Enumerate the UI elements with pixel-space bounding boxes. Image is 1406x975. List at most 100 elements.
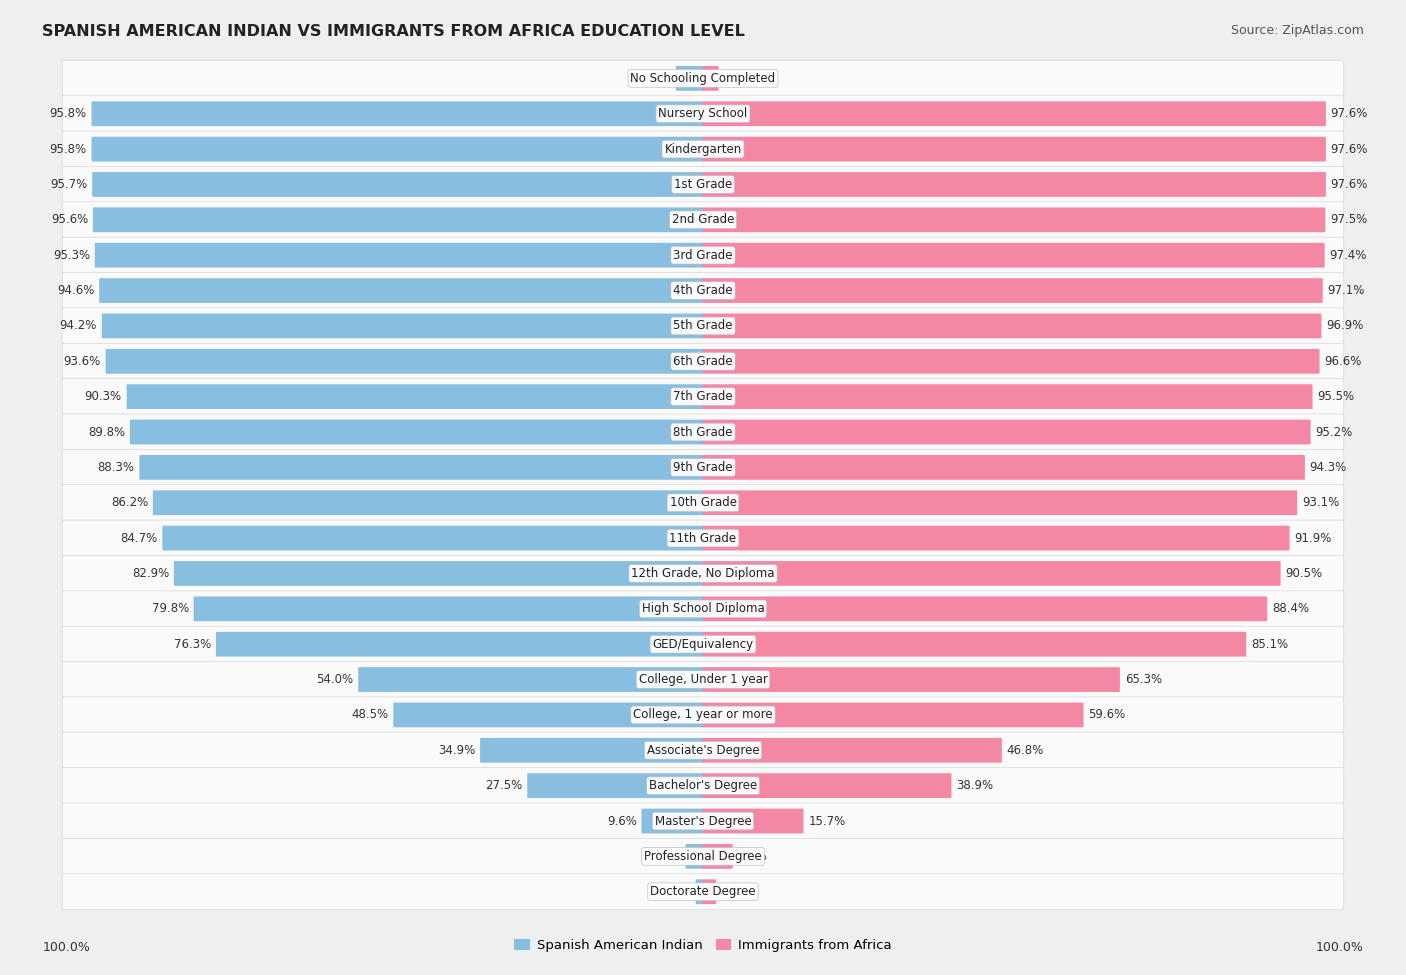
FancyBboxPatch shape <box>703 808 803 834</box>
Text: 85.1%: 85.1% <box>1251 638 1288 650</box>
FancyBboxPatch shape <box>676 66 703 91</box>
FancyBboxPatch shape <box>62 378 1344 414</box>
FancyBboxPatch shape <box>129 419 703 445</box>
FancyBboxPatch shape <box>62 308 1344 344</box>
FancyBboxPatch shape <box>62 343 1344 379</box>
FancyBboxPatch shape <box>174 561 703 586</box>
Text: 15.7%: 15.7% <box>808 814 845 828</box>
Text: 1st Grade: 1st Grade <box>673 178 733 191</box>
FancyBboxPatch shape <box>703 597 1267 621</box>
Text: 2.4%: 2.4% <box>724 72 754 85</box>
FancyBboxPatch shape <box>62 661 1344 697</box>
FancyBboxPatch shape <box>703 384 1313 410</box>
Text: 4th Grade: 4th Grade <box>673 284 733 297</box>
Text: 27.5%: 27.5% <box>485 779 523 792</box>
FancyBboxPatch shape <box>62 697 1344 733</box>
FancyBboxPatch shape <box>62 414 1344 450</box>
FancyBboxPatch shape <box>703 526 1289 551</box>
Text: 7th Grade: 7th Grade <box>673 390 733 403</box>
Text: 97.5%: 97.5% <box>1330 214 1367 226</box>
Text: 1.1%: 1.1% <box>661 885 690 898</box>
Text: 4.6%: 4.6% <box>738 850 768 863</box>
Text: 9th Grade: 9th Grade <box>673 461 733 474</box>
Text: Doctorate Degree: Doctorate Degree <box>650 885 756 898</box>
Text: 95.5%: 95.5% <box>1317 390 1354 403</box>
FancyBboxPatch shape <box>127 384 703 410</box>
FancyBboxPatch shape <box>703 101 1326 126</box>
FancyBboxPatch shape <box>217 632 703 656</box>
FancyBboxPatch shape <box>62 803 1344 839</box>
Text: 88.4%: 88.4% <box>1272 603 1309 615</box>
Text: 96.9%: 96.9% <box>1326 320 1364 332</box>
FancyBboxPatch shape <box>703 314 1322 338</box>
Text: 96.6%: 96.6% <box>1324 355 1361 368</box>
Text: 97.1%: 97.1% <box>1327 284 1365 297</box>
FancyBboxPatch shape <box>703 561 1281 586</box>
Text: 10th Grade: 10th Grade <box>669 496 737 509</box>
FancyBboxPatch shape <box>94 243 703 267</box>
FancyBboxPatch shape <box>100 278 703 303</box>
FancyBboxPatch shape <box>62 767 1344 803</box>
Text: 38.9%: 38.9% <box>956 779 994 792</box>
Text: 48.5%: 48.5% <box>352 709 388 722</box>
Text: 6th Grade: 6th Grade <box>673 355 733 368</box>
FancyBboxPatch shape <box>93 173 703 197</box>
Text: 100.0%: 100.0% <box>42 941 90 954</box>
FancyBboxPatch shape <box>62 273 1344 309</box>
Text: 94.6%: 94.6% <box>58 284 94 297</box>
FancyBboxPatch shape <box>703 703 1084 727</box>
Text: 97.6%: 97.6% <box>1330 142 1368 156</box>
FancyBboxPatch shape <box>703 208 1326 232</box>
FancyBboxPatch shape <box>91 136 703 162</box>
FancyBboxPatch shape <box>703 773 952 798</box>
Text: 34.9%: 34.9% <box>439 744 475 757</box>
Text: 90.5%: 90.5% <box>1285 567 1323 580</box>
Text: 97.6%: 97.6% <box>1330 178 1368 191</box>
Text: 93.1%: 93.1% <box>1302 496 1340 509</box>
Text: 84.7%: 84.7% <box>121 531 157 545</box>
Text: 97.6%: 97.6% <box>1330 107 1368 120</box>
FancyBboxPatch shape <box>62 202 1344 238</box>
Text: 95.8%: 95.8% <box>49 142 87 156</box>
FancyBboxPatch shape <box>62 449 1344 486</box>
Text: 95.6%: 95.6% <box>51 214 89 226</box>
Text: 2.0%: 2.0% <box>721 885 751 898</box>
Text: 2nd Grade: 2nd Grade <box>672 214 734 226</box>
Text: No Schooling Completed: No Schooling Completed <box>630 72 776 85</box>
FancyBboxPatch shape <box>194 597 703 621</box>
FancyBboxPatch shape <box>696 879 703 904</box>
FancyBboxPatch shape <box>62 167 1344 203</box>
FancyBboxPatch shape <box>91 101 703 126</box>
FancyBboxPatch shape <box>703 349 1320 373</box>
Text: College, Under 1 year: College, Under 1 year <box>638 673 768 686</box>
FancyBboxPatch shape <box>703 243 1324 267</box>
FancyBboxPatch shape <box>62 626 1344 662</box>
Text: SPANISH AMERICAN INDIAN VS IMMIGRANTS FROM AFRICA EDUCATION LEVEL: SPANISH AMERICAN INDIAN VS IMMIGRANTS FR… <box>42 24 745 39</box>
Text: 79.8%: 79.8% <box>152 603 188 615</box>
FancyBboxPatch shape <box>105 349 703 373</box>
FancyBboxPatch shape <box>703 879 716 904</box>
Text: 12th Grade, No Diploma: 12th Grade, No Diploma <box>631 567 775 580</box>
Text: 11th Grade: 11th Grade <box>669 531 737 545</box>
Text: 95.8%: 95.8% <box>49 107 87 120</box>
FancyBboxPatch shape <box>153 490 703 515</box>
FancyBboxPatch shape <box>101 314 703 338</box>
Text: 2.7%: 2.7% <box>651 850 681 863</box>
FancyBboxPatch shape <box>62 60 1344 97</box>
FancyBboxPatch shape <box>62 485 1344 521</box>
Text: 97.4%: 97.4% <box>1330 249 1367 261</box>
Text: 88.3%: 88.3% <box>97 461 135 474</box>
FancyBboxPatch shape <box>62 591 1344 627</box>
FancyBboxPatch shape <box>703 66 718 91</box>
Text: 59.6%: 59.6% <box>1088 709 1126 722</box>
Text: 76.3%: 76.3% <box>174 638 211 650</box>
FancyBboxPatch shape <box>686 844 703 869</box>
Text: 54.0%: 54.0% <box>316 673 353 686</box>
FancyBboxPatch shape <box>62 96 1344 132</box>
FancyBboxPatch shape <box>703 278 1323 303</box>
FancyBboxPatch shape <box>139 455 703 480</box>
FancyBboxPatch shape <box>93 208 703 232</box>
FancyBboxPatch shape <box>62 556 1344 592</box>
Text: Source: ZipAtlas.com: Source: ZipAtlas.com <box>1230 24 1364 37</box>
Text: 86.2%: 86.2% <box>111 496 148 509</box>
